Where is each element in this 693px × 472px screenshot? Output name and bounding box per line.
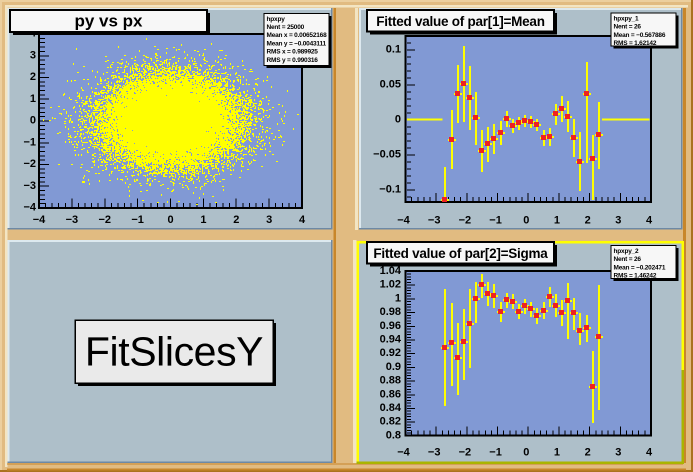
svg-text:1.04: 1.04 bbox=[380, 265, 402, 277]
svg-text:Nent = 25000: Nent = 25000 bbox=[267, 24, 305, 31]
svg-text:FitSlicesY: FitSlicesY bbox=[85, 329, 263, 375]
svg-text:Fitted value of par[2]=Sigma: Fitted value of par[2]=Sigma bbox=[373, 246, 548, 261]
svg-text:2: 2 bbox=[585, 215, 591, 227]
svg-text:−4: −4 bbox=[33, 214, 46, 226]
svg-text:0.86: 0.86 bbox=[380, 388, 401, 400]
svg-text:2: 2 bbox=[30, 71, 36, 83]
svg-text:0.05: 0.05 bbox=[380, 78, 401, 90]
svg-text:3: 3 bbox=[30, 49, 36, 61]
svg-text:Nent = 26: Nent = 26 bbox=[614, 256, 642, 263]
svg-text:2: 2 bbox=[233, 214, 239, 226]
svg-text:−1: −1 bbox=[489, 215, 502, 227]
svg-text:RMS y = 0.990316: RMS y = 0.990316 bbox=[267, 57, 319, 64]
svg-text:0.8: 0.8 bbox=[386, 429, 401, 441]
svg-text:3: 3 bbox=[266, 214, 272, 226]
svg-text:1.02: 1.02 bbox=[380, 279, 401, 291]
svg-text:RMS x = 0.989925: RMS x = 0.989925 bbox=[267, 49, 319, 56]
svg-text:0.82: 0.82 bbox=[380, 416, 401, 428]
svg-text:−3: −3 bbox=[428, 447, 441, 459]
svg-text:1: 1 bbox=[554, 447, 560, 459]
svg-text:−2: −2 bbox=[23, 158, 36, 170]
svg-text:−2: −2 bbox=[98, 214, 111, 226]
svg-text:1: 1 bbox=[395, 292, 401, 304]
svg-text:0: 0 bbox=[395, 113, 401, 125]
svg-text:−0.05: −0.05 bbox=[373, 148, 401, 160]
svg-text:3: 3 bbox=[615, 215, 621, 227]
svg-text:0: 0 bbox=[167, 214, 173, 226]
svg-text:Fitted value of par[1]=Mean: Fitted value of par[1]=Mean bbox=[376, 14, 544, 29]
svg-text:−1: −1 bbox=[489, 447, 502, 459]
svg-text:−3: −3 bbox=[428, 215, 441, 227]
svg-text:Mean y = −0.0043111: Mean y = −0.0043111 bbox=[267, 40, 327, 47]
svg-text:4: 4 bbox=[646, 447, 653, 459]
svg-text:0.92: 0.92 bbox=[380, 347, 401, 359]
svg-text:−1: −1 bbox=[131, 214, 144, 226]
svg-text:hpxpy_1: hpxpy_1 bbox=[614, 16, 640, 23]
svg-text:hpxpy_2: hpxpy_2 bbox=[614, 248, 640, 255]
svg-text:4: 4 bbox=[646, 215, 653, 227]
svg-text:0.9: 0.9 bbox=[386, 361, 401, 373]
svg-text:−3: −3 bbox=[23, 180, 36, 192]
svg-text:3: 3 bbox=[615, 447, 621, 459]
svg-text:Nent = 26: Nent = 26 bbox=[614, 24, 642, 31]
svg-text:RMS = 1.46242: RMS = 1.46242 bbox=[614, 273, 657, 280]
svg-text:Mean = −0.202471: Mean = −0.202471 bbox=[614, 264, 666, 271]
svg-text:2: 2 bbox=[585, 447, 591, 459]
svg-text:0: 0 bbox=[523, 215, 529, 227]
svg-text:1: 1 bbox=[554, 215, 560, 227]
svg-text:−1: −1 bbox=[23, 136, 36, 148]
svg-text:−2: −2 bbox=[459, 447, 472, 459]
svg-text:−4: −4 bbox=[23, 202, 36, 214]
svg-text:RMS = 1.62142: RMS = 1.62142 bbox=[614, 40, 657, 47]
svg-text:0.88: 0.88 bbox=[380, 375, 401, 387]
svg-text:0.96: 0.96 bbox=[380, 320, 401, 332]
svg-text:0.1: 0.1 bbox=[386, 43, 401, 55]
svg-text:py vs px: py vs px bbox=[74, 12, 143, 31]
svg-text:−4: −4 bbox=[397, 215, 410, 227]
svg-text:−2: −2 bbox=[459, 215, 472, 227]
svg-text:0.98: 0.98 bbox=[380, 306, 401, 318]
svg-text:−3: −3 bbox=[66, 214, 79, 226]
svg-text:0: 0 bbox=[523, 447, 529, 459]
svg-text:0.94: 0.94 bbox=[380, 334, 402, 346]
svg-text:Mean = −0.567886: Mean = −0.567886 bbox=[614, 32, 666, 39]
svg-text:0: 0 bbox=[30, 115, 36, 127]
svg-text:Mean x = 0.00652168: Mean x = 0.00652168 bbox=[267, 32, 328, 39]
svg-text:1: 1 bbox=[200, 214, 206, 226]
svg-text:−4: −4 bbox=[397, 447, 410, 459]
svg-text:hpxpy: hpxpy bbox=[267, 16, 286, 23]
svg-text:−0.1: −0.1 bbox=[379, 183, 401, 195]
svg-text:4: 4 bbox=[299, 214, 306, 226]
svg-text:1: 1 bbox=[30, 93, 36, 105]
svg-text:0.84: 0.84 bbox=[380, 402, 402, 414]
